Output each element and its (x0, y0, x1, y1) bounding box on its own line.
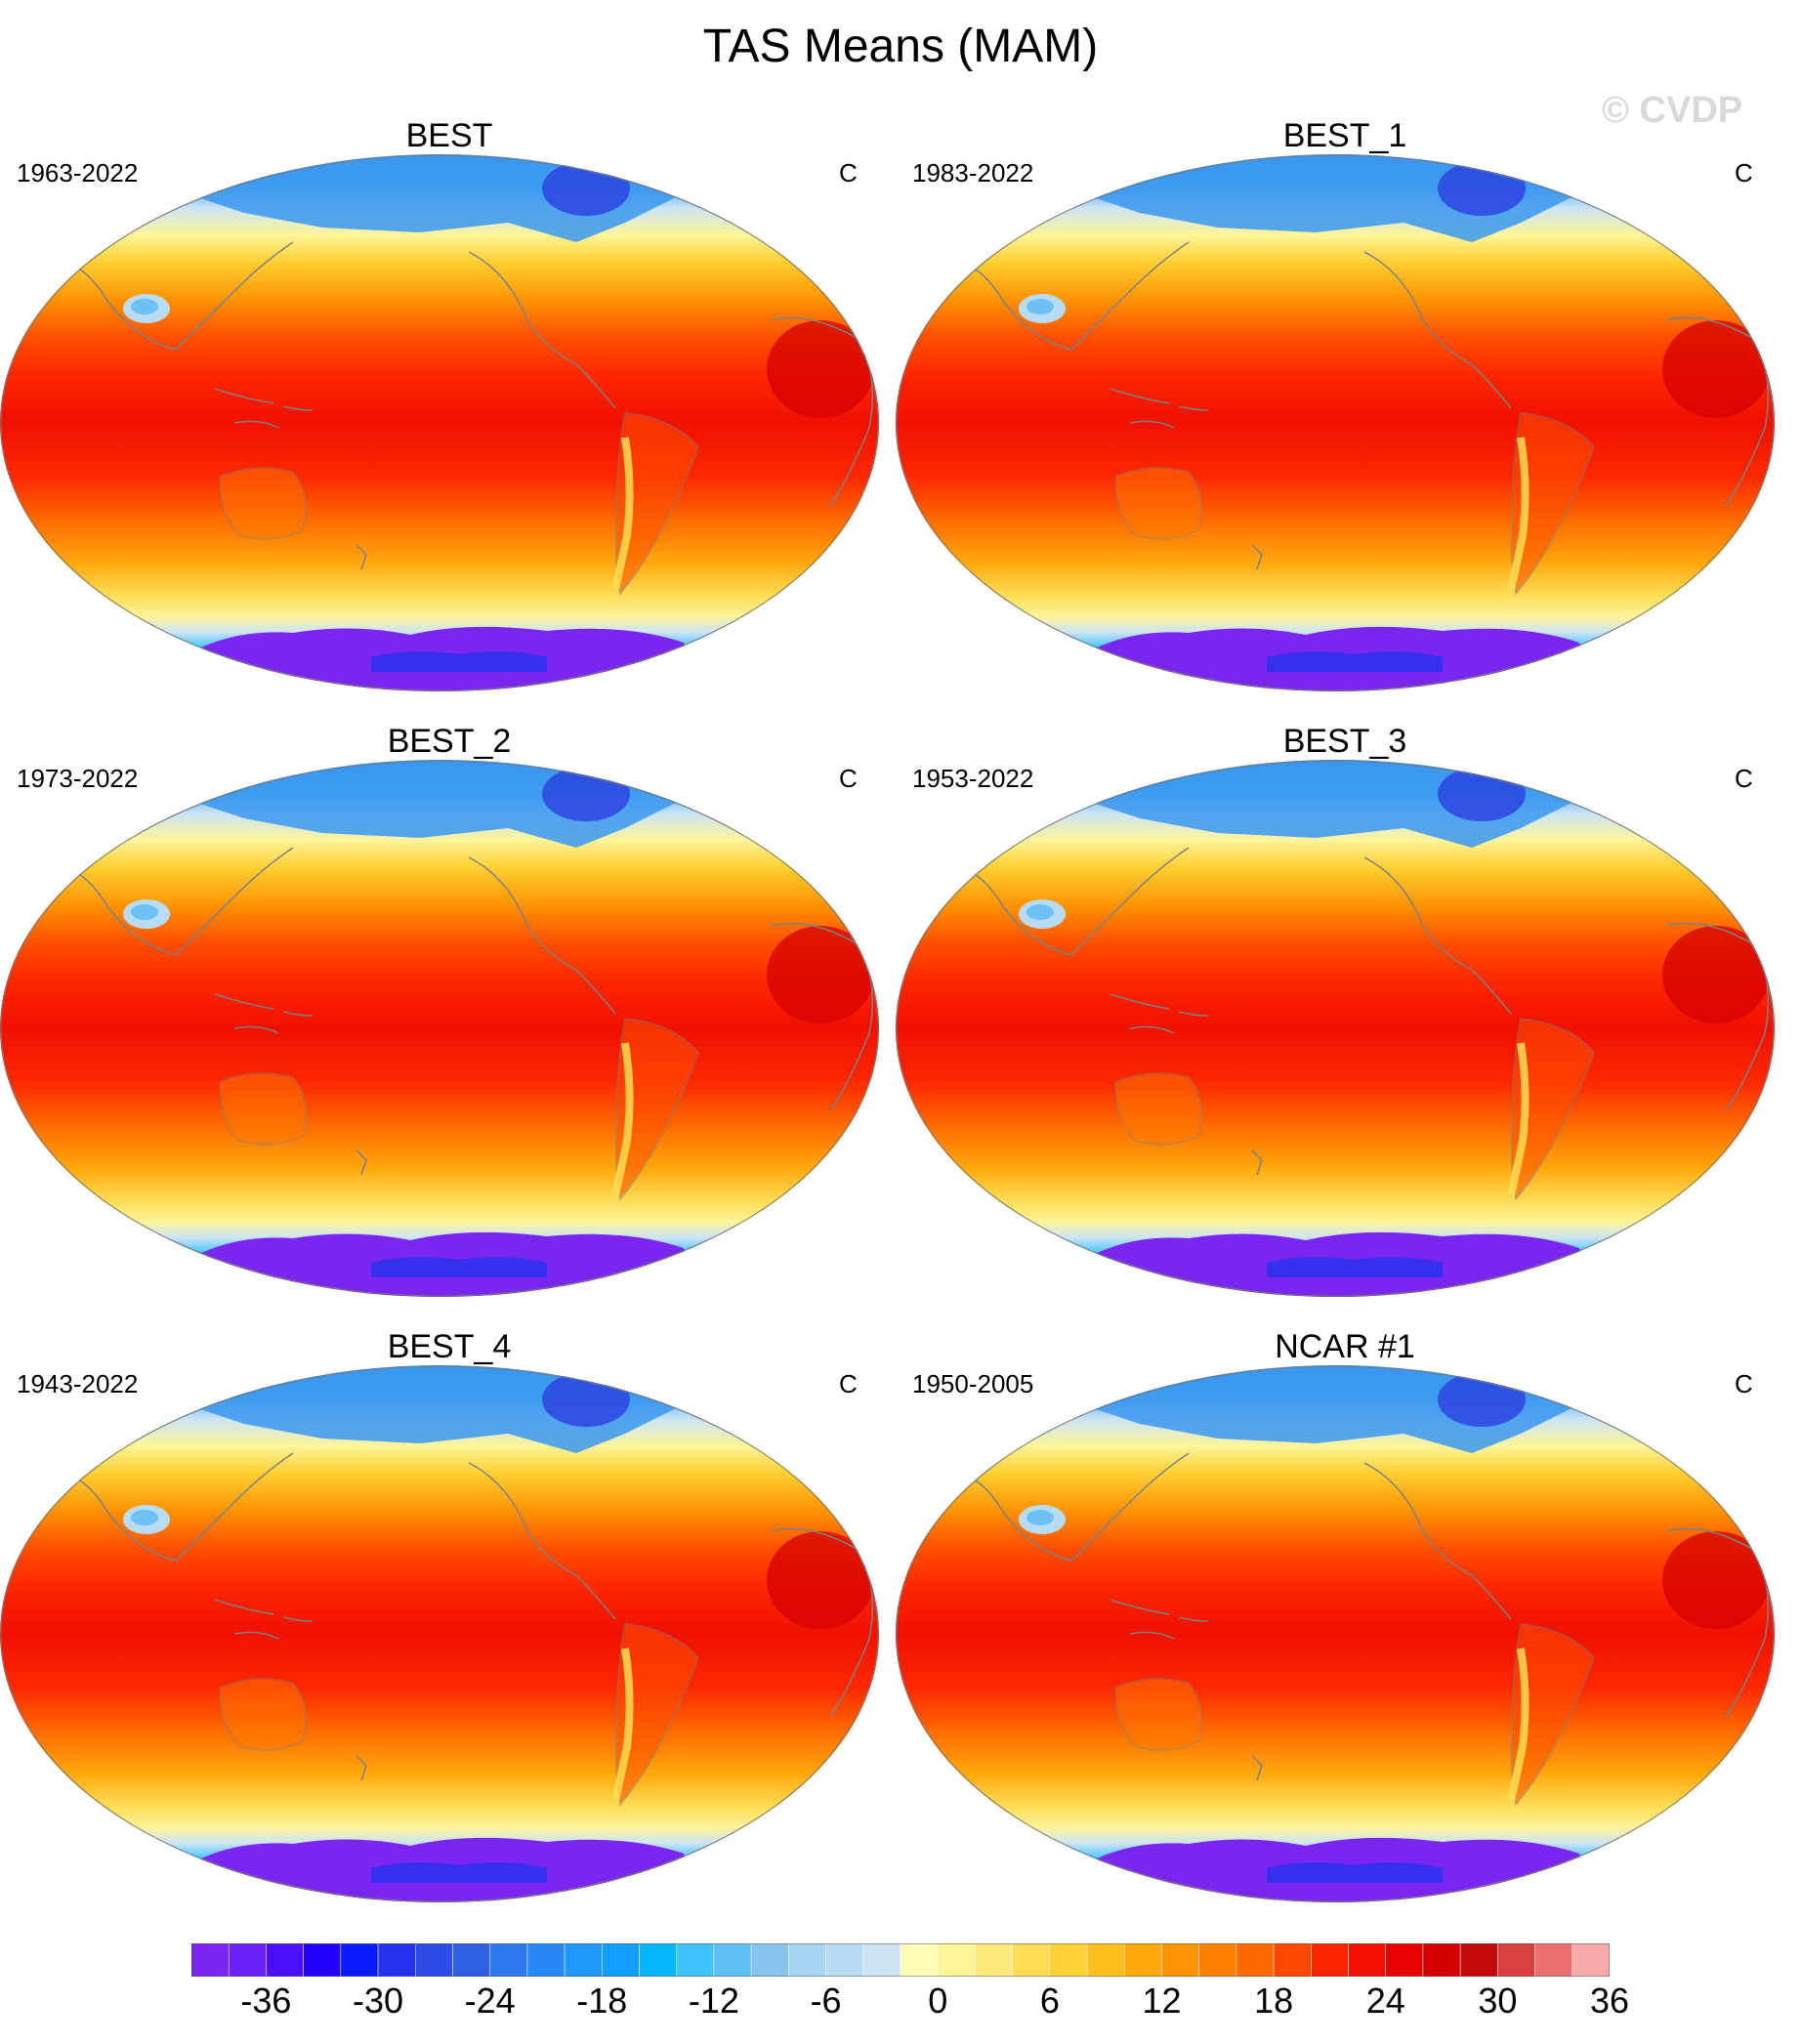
panel-title: BEST_1 (1282, 117, 1407, 154)
panel-period: 1973-2022 (17, 764, 139, 793)
global-temperature-map (0, 154, 879, 691)
colorbar-box (1497, 1943, 1535, 1977)
map-panel: BEST_4 1943-2022 C (0, 1328, 899, 1934)
panel-period: 1953-2022 (912, 764, 1034, 793)
colorbar-box (602, 1943, 640, 1977)
colorbar-box (228, 1943, 267, 1977)
colorbar-box (489, 1943, 528, 1977)
colorbar-tick-label: 6 (1039, 1981, 1060, 2021)
map-panel: BEST_1 1983-2022 C (896, 117, 1794, 723)
colorbar-box (676, 1943, 715, 1977)
panel-period: 1963-2022 (17, 158, 139, 188)
panel-title: BEST_2 (387, 723, 512, 760)
global-temperature-map (0, 1365, 879, 1902)
colorbar-box (452, 1943, 490, 1977)
colorbar-tick-label: -6 (810, 1981, 842, 2021)
colorbar-box (564, 1943, 603, 1977)
colorbar-box (1273, 1943, 1312, 1977)
panel-title: BEST (405, 117, 493, 154)
panel-period: 1983-2022 (912, 158, 1034, 188)
colorbar-tick-label: -12 (688, 1981, 739, 2021)
map-panel: BEST_2 1973-2022 C (0, 723, 899, 1328)
colorbar-tick-label: 0 (928, 1981, 948, 2021)
colorbar-box (303, 1943, 342, 1977)
colorbar-box (788, 1943, 826, 1977)
colorbar-box (1534, 1943, 1573, 1977)
colorbar-box (1049, 1943, 1088, 1977)
panel-period: 1943-2022 (17, 1369, 139, 1398)
colorbar-box (1385, 1943, 1424, 1977)
panel-units: C (839, 764, 858, 793)
global-temperature-map (896, 760, 1775, 1297)
colorbar-box (1311, 1943, 1349, 1977)
colorbar-box (1124, 1943, 1162, 1977)
colorbar-box (975, 1943, 1013, 1977)
colorbar-box (639, 1943, 677, 1977)
map-panel: BEST 1963-2022 C (0, 117, 899, 723)
colorbar-tick-label: -24 (464, 1981, 516, 2021)
colorbar-tick-label: 36 (1589, 1981, 1630, 2021)
colorbar-tick-label: 12 (1142, 1981, 1182, 2021)
figure-title: TAS Means (MAM) (702, 21, 1099, 72)
colorbar-box (1459, 1943, 1498, 1977)
global-temperature-map (896, 1365, 1775, 1902)
global-temperature-map (896, 154, 1775, 691)
colorbar (191, 1943, 1610, 1977)
panel-title: NCAR #1 (1275, 1328, 1415, 1365)
colorbar-box (862, 1943, 901, 1977)
colorbar-tick-label: -30 (353, 1981, 404, 2021)
colorbar-box (415, 1943, 453, 1977)
colorbar-tick-label: -18 (576, 1981, 628, 2021)
global-temperature-map (0, 760, 879, 1297)
colorbar-box (191, 1943, 230, 1977)
colorbar-box (1086, 1943, 1125, 1977)
colorbar-tick-label: 18 (1254, 1981, 1294, 2021)
cvdp-watermark: © CVDP (1602, 90, 1743, 131)
colorbar-labels: -36 -30 -24 -18 -12 -6 0 6 12 18 24 30 36 (191, 1981, 1629, 2029)
panel-units: C (1735, 1369, 1753, 1398)
colorbar-box (1012, 1943, 1051, 1977)
colorbar-tick-label: 30 (1478, 1981, 1518, 2021)
colorbar-box (750, 1943, 789, 1977)
panel-title: BEST_4 (387, 1328, 512, 1365)
panel-units: C (1735, 158, 1753, 188)
colorbar-box (1161, 1943, 1199, 1977)
panel-units: C (1735, 764, 1753, 793)
colorbar-box (900, 1943, 939, 1977)
colorbar-box (377, 1943, 416, 1977)
panel-period: 1950-2005 (912, 1369, 1034, 1398)
colorbar-box (1422, 1943, 1461, 1977)
colorbar-box (1236, 1943, 1275, 1977)
panel-units: C (839, 1369, 858, 1398)
colorbar-box (825, 1943, 864, 1977)
colorbar-box (937, 1943, 976, 1977)
colorbar-box (1571, 1943, 1610, 1977)
colorbar-box (713, 1943, 752, 1977)
map-panel: NCAR #1 1950-2005 C (896, 1328, 1794, 1934)
colorbar-box (526, 1943, 565, 1977)
map-panel: BEST_3 1953-2022 C (896, 723, 1794, 1328)
panel-title: BEST_3 (1282, 723, 1407, 760)
colorbar-box (1348, 1943, 1386, 1977)
colorbar-tick-label: 24 (1365, 1981, 1405, 2021)
colorbar-box (340, 1943, 379, 1977)
colorbar-box (1198, 1943, 1237, 1977)
panel-units: C (839, 158, 858, 188)
colorbar-tick-label: -36 (240, 1981, 292, 2021)
colorbar-box (266, 1943, 304, 1977)
